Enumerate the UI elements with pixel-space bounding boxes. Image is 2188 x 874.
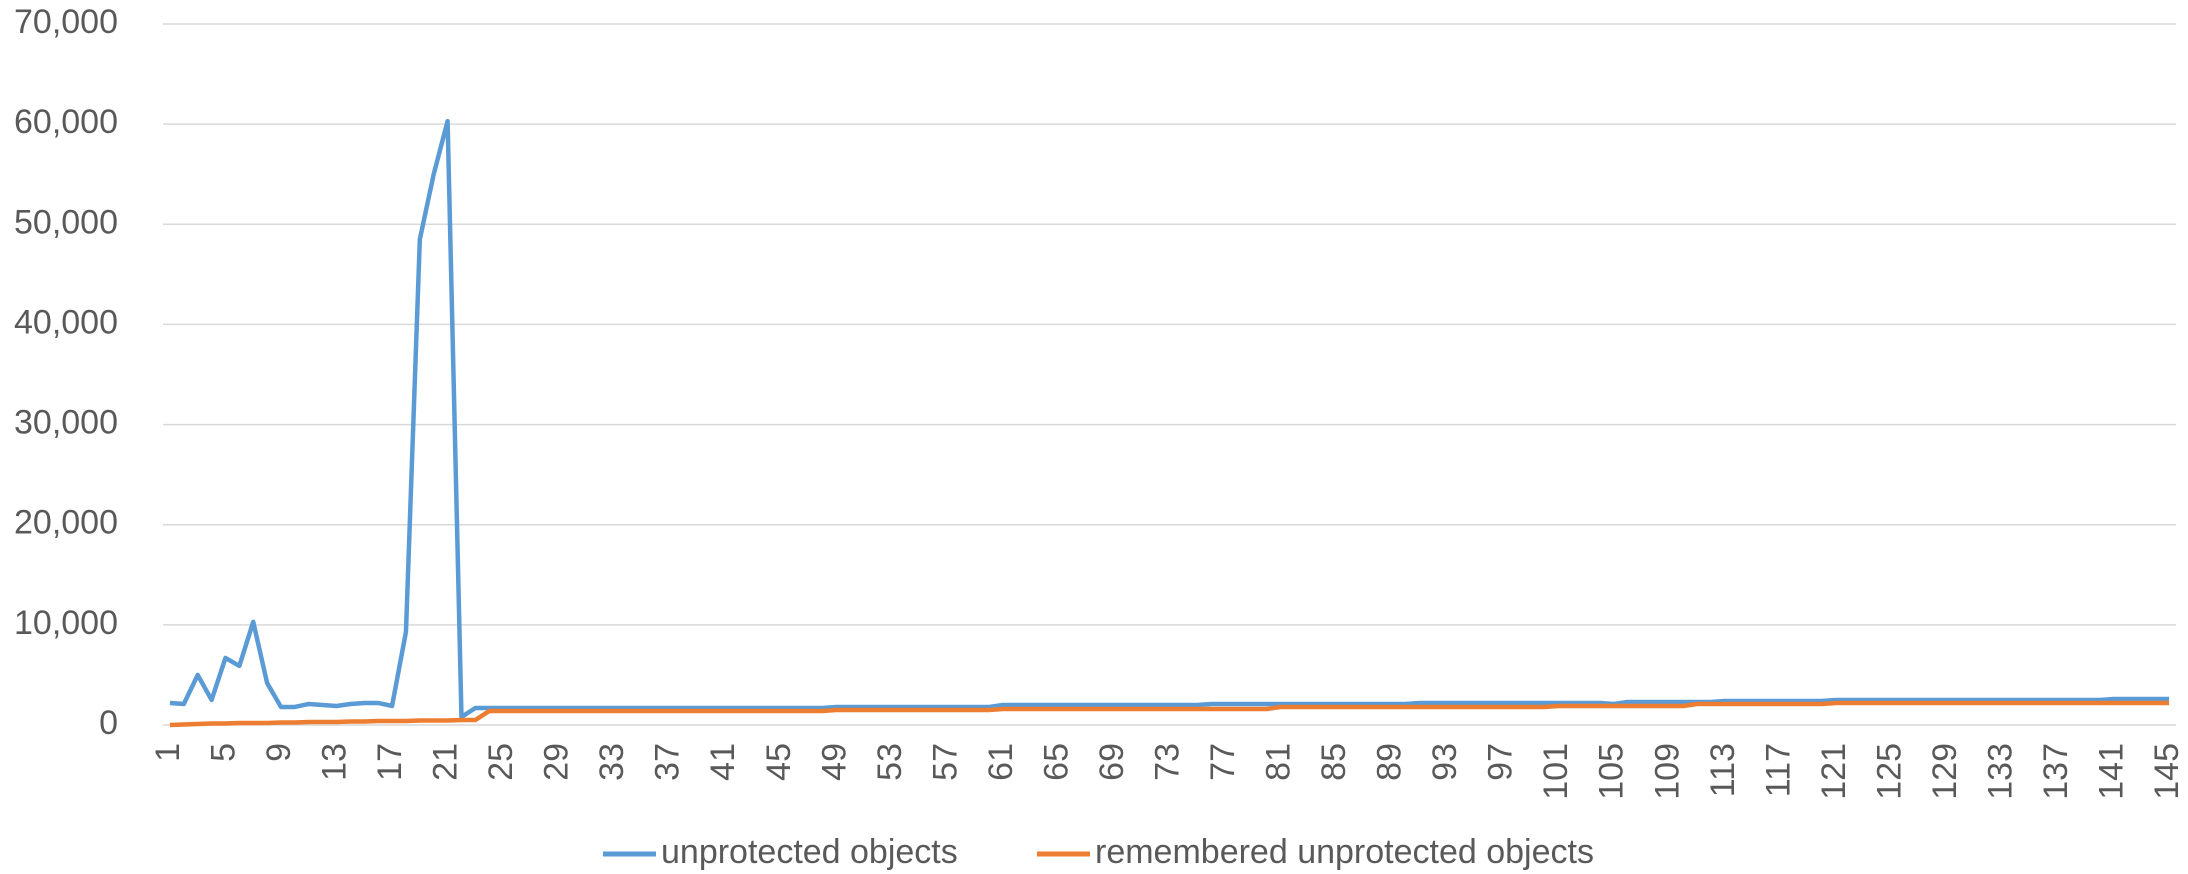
x-tick-label: 89 <box>1371 743 1409 781</box>
x-tick-label: 65 <box>1037 743 1075 781</box>
y-tick-label: 40,000 <box>14 303 118 341</box>
y-tick-label: 70,000 <box>14 3 118 41</box>
y-tick-label: 0 <box>99 704 118 742</box>
y-tick-label: 20,000 <box>14 504 118 542</box>
x-tick-label: 45 <box>760 743 798 781</box>
x-tick-label: 117 <box>1759 743 1797 797</box>
x-tick-label: 41 <box>704 743 742 781</box>
x-tick-label: 113 <box>1704 743 1742 797</box>
y-tick-label: 30,000 <box>14 404 118 442</box>
x-tick-label: 37 <box>649 743 687 781</box>
x-tick-label: 29 <box>538 743 576 781</box>
x-tick-label: 145 <box>2148 743 2186 800</box>
x-tick-label: 125 <box>1870 743 1908 800</box>
data-line <box>169 118 2170 720</box>
x-tick-label: 25 <box>482 743 520 781</box>
x-tick-label: 17 <box>371 743 409 781</box>
x-tick-label: 129 <box>1926 743 1964 800</box>
x-tick-label: 93 <box>1426 743 1464 781</box>
x-tick-label: 105 <box>1593 743 1631 800</box>
x-tick-label: 61 <box>982 743 1020 781</box>
x-tick-label: 53 <box>871 743 909 781</box>
x-tick-label: 97 <box>1482 743 1520 781</box>
legend-label: remembered unprotected objects <box>1095 833 1594 871</box>
x-tick-label: 13 <box>316 743 354 781</box>
x-tick-label: 81 <box>1260 743 1298 781</box>
x-tick-label: 33 <box>593 743 631 781</box>
x-tick-label: 133 <box>1981 743 2019 800</box>
x-tick-label: 121 <box>1815 743 1853 800</box>
data-line <box>169 700 2170 728</box>
x-tick-label: 69 <box>1093 743 1131 781</box>
x-tick-label: 137 <box>2037 743 2075 800</box>
x-tick-label: 57 <box>926 743 964 781</box>
legend-label: unprotected objects <box>661 833 958 871</box>
y-tick-label: 10,000 <box>14 604 118 642</box>
x-tick-label: 109 <box>1648 743 1686 800</box>
x-tick-label: 73 <box>1148 743 1186 781</box>
x-tick-label: 1 <box>149 743 187 762</box>
x-tick-label: 85 <box>1315 743 1353 781</box>
y-tick-label: 50,000 <box>14 203 118 241</box>
x-tick-label: 77 <box>1204 743 1242 781</box>
x-tick-label: 101 <box>1537 743 1575 800</box>
x-tick-label: 21 <box>427 743 465 781</box>
x-tick-label: 5 <box>204 743 242 762</box>
x-tick-label: 9 <box>260 743 298 762</box>
y-tick-label: 60,000 <box>14 103 118 141</box>
x-tick-label: 49 <box>815 743 853 781</box>
x-tick-label: 141 <box>2093 743 2131 800</box>
